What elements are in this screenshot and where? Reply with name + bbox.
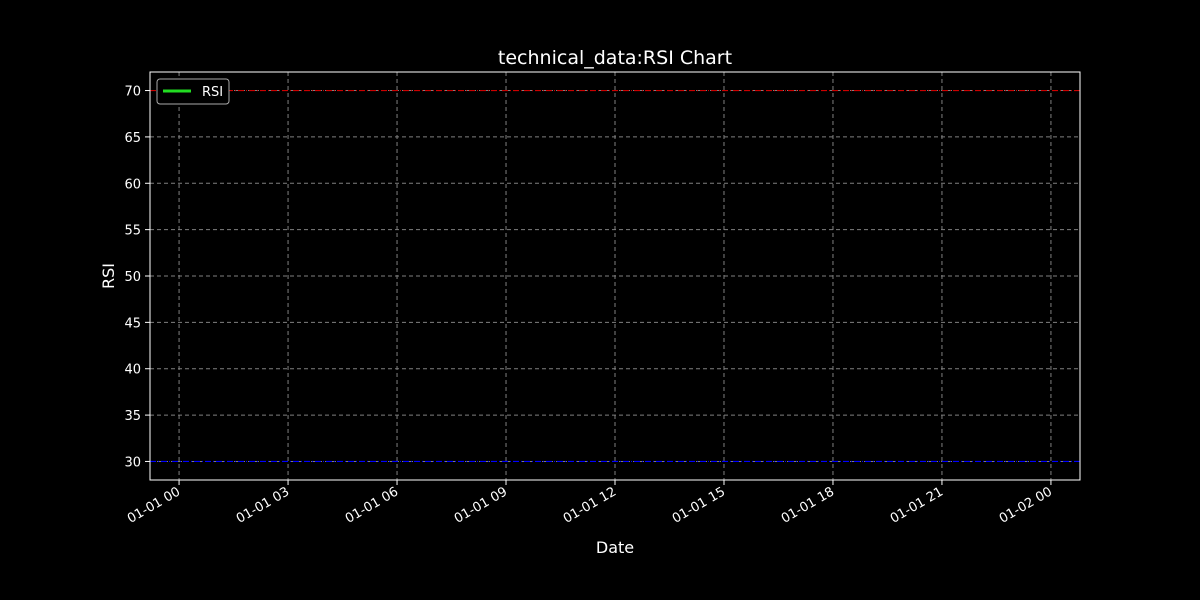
y-tick-label: 65 bbox=[124, 131, 141, 146]
legend: RSI bbox=[156, 78, 230, 105]
grid bbox=[150, 72, 1080, 480]
y-tick-label: 60 bbox=[124, 177, 141, 192]
y-tick-label: 70 bbox=[124, 85, 141, 100]
y-axis-ticks: 30 35 40 45 50 55 60 65 70 bbox=[124, 85, 150, 470]
legend-label-rsi: RSI bbox=[202, 85, 223, 100]
y-tick-label: 35 bbox=[124, 409, 141, 424]
y-tick-label: 50 bbox=[124, 270, 141, 285]
y-axis-label: RSI bbox=[99, 263, 118, 289]
x-axis-label: Date bbox=[596, 538, 634, 557]
y-tick-label: 55 bbox=[124, 224, 141, 239]
y-tick-label: 40 bbox=[124, 363, 141, 378]
y-tick-label: 45 bbox=[124, 316, 141, 331]
y-tick-label: 30 bbox=[124, 455, 141, 470]
legend-box bbox=[156, 78, 230, 105]
reference-lines bbox=[150, 89, 1080, 463]
chart-title: technical_data:RSI Chart bbox=[498, 47, 732, 69]
